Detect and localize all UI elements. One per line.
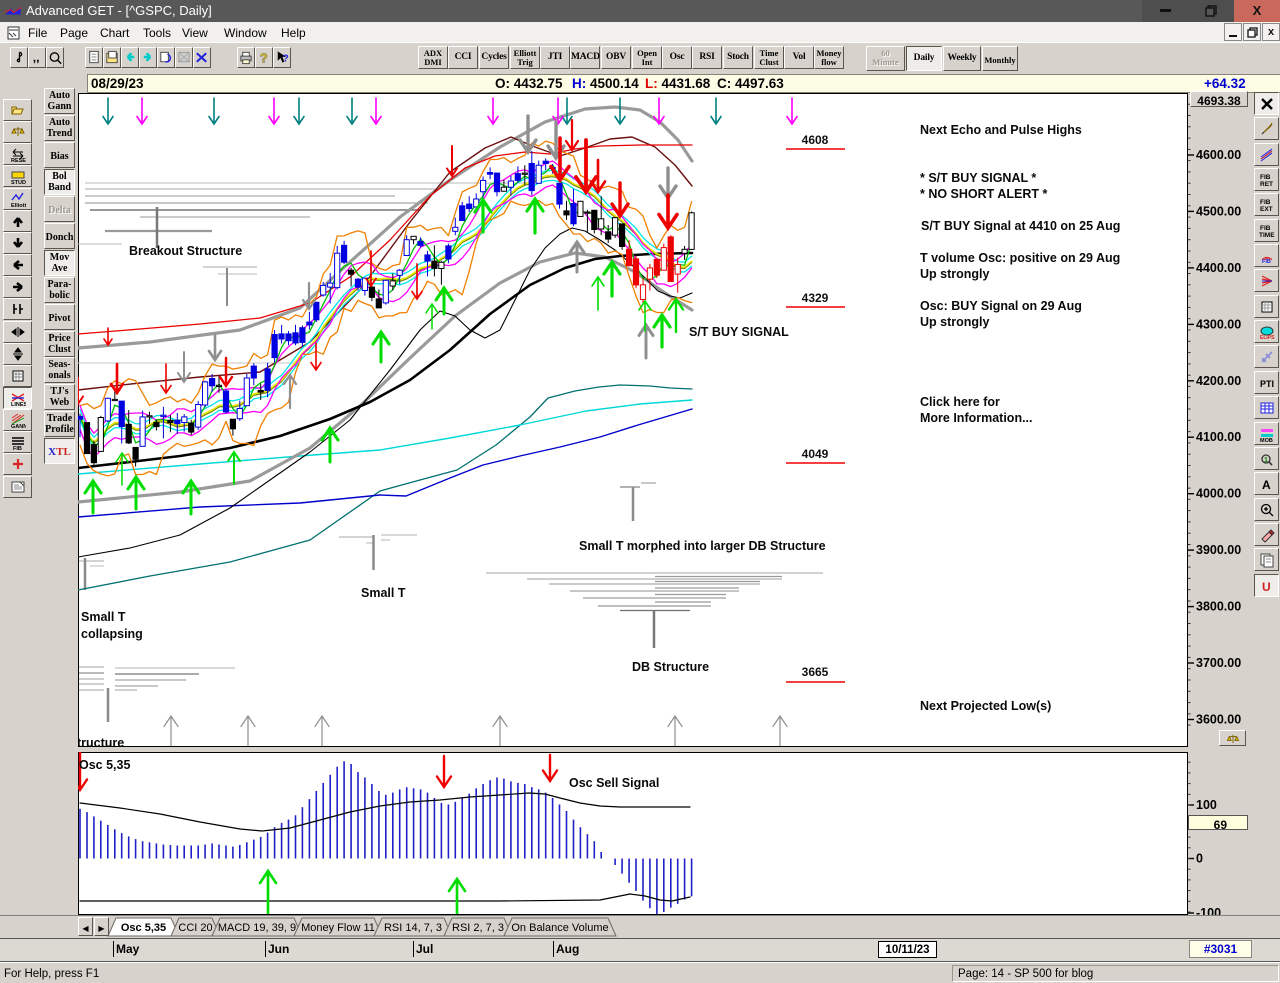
svg-text:Small T: Small T	[361, 586, 406, 600]
svg-text:,,: ,,	[33, 51, 40, 65]
svg-text:3665: 3665	[802, 665, 829, 679]
svg-text:* S/T BUY SIGNAL *: * S/T BUY SIGNAL *	[920, 171, 1036, 185]
svg-text:Click here for: Click here for	[920, 395, 1000, 409]
svg-text:4049: 4049	[802, 447, 829, 461]
svg-text:S/T BUY Signal at 4410 on 25 A: S/T BUY Signal at 4410 on 25 Aug	[921, 219, 1120, 233]
svg-text:RET: RET	[1260, 181, 1273, 188]
svg-text:U: U	[1262, 580, 1271, 594]
svg-text:0: 0	[1196, 852, 1203, 866]
svg-text:EXT: EXT	[1260, 206, 1273, 213]
svg-text:RSI 2, 7, 3: RSI 2, 7, 3	[452, 922, 504, 934]
svg-text:GANN: GANN	[11, 424, 26, 429]
svg-text:Breakout Structure: Breakout Structure	[129, 244, 242, 258]
svg-text:S/T BUY SIGNAL: S/T BUY SIGNAL	[689, 325, 789, 339]
svg-text:Money Flow 11: Money Flow 11	[301, 922, 375, 934]
svg-text:4200.00: 4200.00	[1196, 374, 1241, 388]
svg-text:FIB: FIB	[1260, 225, 1271, 232]
svg-text:Osc 5,35: Osc 5,35	[79, 758, 130, 772]
svg-text:FIB: FIB	[1260, 199, 1271, 206]
svg-text:Small T morphed into larger DB: Small T morphed into larger DB Structure	[579, 539, 826, 553]
svg-text:4500.00: 4500.00	[1196, 204, 1241, 218]
svg-text:T volume Osc: positive on 29 A: T volume Osc: positive on 29 Aug	[920, 251, 1120, 265]
svg-text:MOB: MOB	[1260, 438, 1273, 442]
svg-text:4600.00: 4600.00	[1196, 148, 1241, 162]
svg-text:100: 100	[1196, 798, 1217, 812]
svg-text:Elliott: Elliott	[11, 203, 26, 208]
svg-text:4400.00: 4400.00	[1196, 261, 1241, 275]
svg-text:A: A	[1262, 478, 1271, 492]
svg-text:4608: 4608	[802, 133, 829, 147]
svg-text:tructure: tructure	[78, 736, 124, 746]
svg-text:PTI: PTI	[1260, 379, 1274, 389]
svg-text:4100.00: 4100.00	[1196, 430, 1241, 444]
svg-text:Next Echo and Pulse Highs: Next Echo and Pulse Highs	[920, 123, 1082, 137]
svg-text:CCI 20: CCI 20	[178, 922, 212, 934]
svg-text:3600.00: 3600.00	[1196, 713, 1241, 727]
svg-text:Osc: BUY Signal on 29 Aug: Osc: BUY Signal on 29 Aug	[920, 299, 1082, 313]
svg-text:DB Structure: DB Structure	[632, 660, 709, 674]
svg-text:3700.00: 3700.00	[1196, 656, 1241, 670]
svg-text:Osc Sell Signal: Osc Sell Signal	[569, 776, 659, 790]
svg-text:RESET: RESET	[11, 158, 26, 163]
svg-text:TIME: TIME	[1259, 232, 1275, 239]
svg-text:?: ?	[282, 54, 288, 65]
svg-text:ELIPS: ELIPS	[1260, 335, 1275, 340]
svg-text:Next Projected Low(s): Next Projected Low(s)	[920, 699, 1051, 713]
svg-text:Up strongly: Up strongly	[920, 267, 989, 281]
svg-text:RSI 14, 7, 3: RSI 14, 7, 3	[384, 922, 442, 934]
svg-text:LINES: LINES	[11, 402, 26, 407]
svg-text:collapsing: collapsing	[81, 627, 143, 641]
svg-text:FIB: FIB	[1262, 259, 1271, 264]
svg-text:Small T: Small T	[81, 610, 126, 624]
svg-text:3900.00: 3900.00	[1196, 543, 1241, 557]
svg-text:Up strongly: Up strongly	[920, 315, 989, 329]
svg-text:More Information...: More Information...	[920, 411, 1033, 425]
svg-text:* NO SHORT ALERT *: * NO SHORT ALERT *	[920, 187, 1047, 201]
svg-text:On Balance Volume: On Balance Volume	[511, 922, 608, 934]
svg-text:?: ?	[260, 51, 268, 66]
svg-text:4000.00: 4000.00	[1196, 487, 1241, 501]
svg-text:4300.00: 4300.00	[1196, 317, 1241, 331]
svg-text:Osc 5,35: Osc 5,35	[121, 922, 166, 934]
svg-text:MACD 19, 39, 9: MACD 19, 39, 9	[218, 922, 296, 934]
svg-text:FIB: FIB	[1260, 174, 1271, 181]
svg-text:FIB: FIB	[13, 446, 22, 451]
svg-text:3800.00: 3800.00	[1196, 600, 1241, 614]
svg-text:STUDY: STUDY	[11, 180, 26, 185]
svg-text:-100: -100	[1196, 906, 1221, 915]
svg-text:1: 1	[1264, 457, 1268, 464]
svg-text:4329: 4329	[802, 291, 829, 305]
